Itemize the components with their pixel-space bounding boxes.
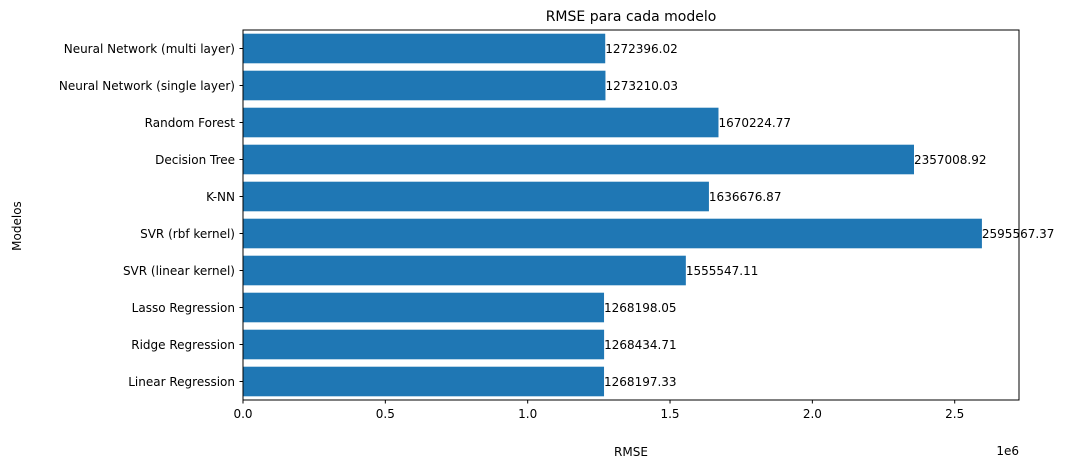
data-label: 1273210.03: [605, 79, 678, 93]
x-tick-label: 1.0: [518, 407, 537, 421]
data-label: 1272396.02: [605, 42, 678, 56]
bar: [243, 255, 686, 286]
data-label: 1636676.87: [709, 190, 782, 204]
bars-group: [243, 33, 982, 397]
y-tick-label: Ridge Regression: [131, 338, 235, 352]
y-tick-label: Neural Network (single layer): [59, 79, 235, 93]
bar: [243, 70, 606, 101]
bar: [243, 107, 719, 138]
y-tick-label: Lasso Regression: [132, 301, 235, 315]
bar: [243, 181, 709, 212]
chart-title: RMSE para cada modelo: [546, 9, 717, 25]
data-label: 1268434.71: [604, 338, 677, 352]
data-label: 2595567.37: [982, 227, 1055, 241]
x-axis-label: RMSE: [614, 445, 648, 459]
data-label: 1670224.77: [718, 116, 791, 130]
data-label: 1268198.05: [604, 301, 677, 315]
y-tick-label: Neural Network (multi layer): [64, 42, 235, 56]
bar: [243, 218, 982, 249]
x-tick-label: 2.0: [803, 407, 822, 421]
x-axis-offset-label: 1e6: [996, 444, 1019, 458]
bar: [243, 144, 914, 175]
x-axis-ticks: 0.0 0.5 1.0 1.5 2.0 2.5: [233, 400, 964, 421]
bar: [243, 366, 605, 397]
data-label: 2357008.92: [914, 153, 987, 167]
x-tick-label: 0.0: [233, 407, 252, 421]
data-labels-group: 1268197.33 1268434.71 1268198.05 1555547.11…: [604, 42, 1054, 389]
data-label: 1268197.33: [604, 375, 677, 389]
x-tick-label: 1.5: [660, 407, 679, 421]
y-tick-label: K-NN: [206, 190, 235, 204]
bar: [243, 329, 605, 360]
data-label: 1555547.11: [686, 264, 759, 278]
x-tick-label: 2.5: [945, 407, 964, 421]
y-axis-label: Modelos: [10, 201, 24, 251]
y-axis-ticks: Linear Regression Ridge Regression Lasso R…: [59, 42, 243, 389]
y-tick-label: Decision Tree: [155, 153, 235, 167]
x-tick-label: 0.5: [376, 407, 395, 421]
bar: [243, 292, 605, 323]
y-tick-label: SVR (rbf kernel): [140, 227, 235, 241]
plot-area-frame: [242, 29, 1020, 401]
y-tick-label: Random Forest: [145, 116, 236, 130]
y-tick-label: SVR (linear kernel): [123, 264, 235, 278]
bar: [243, 33, 606, 64]
y-tick-label: Linear Regression: [128, 375, 235, 389]
